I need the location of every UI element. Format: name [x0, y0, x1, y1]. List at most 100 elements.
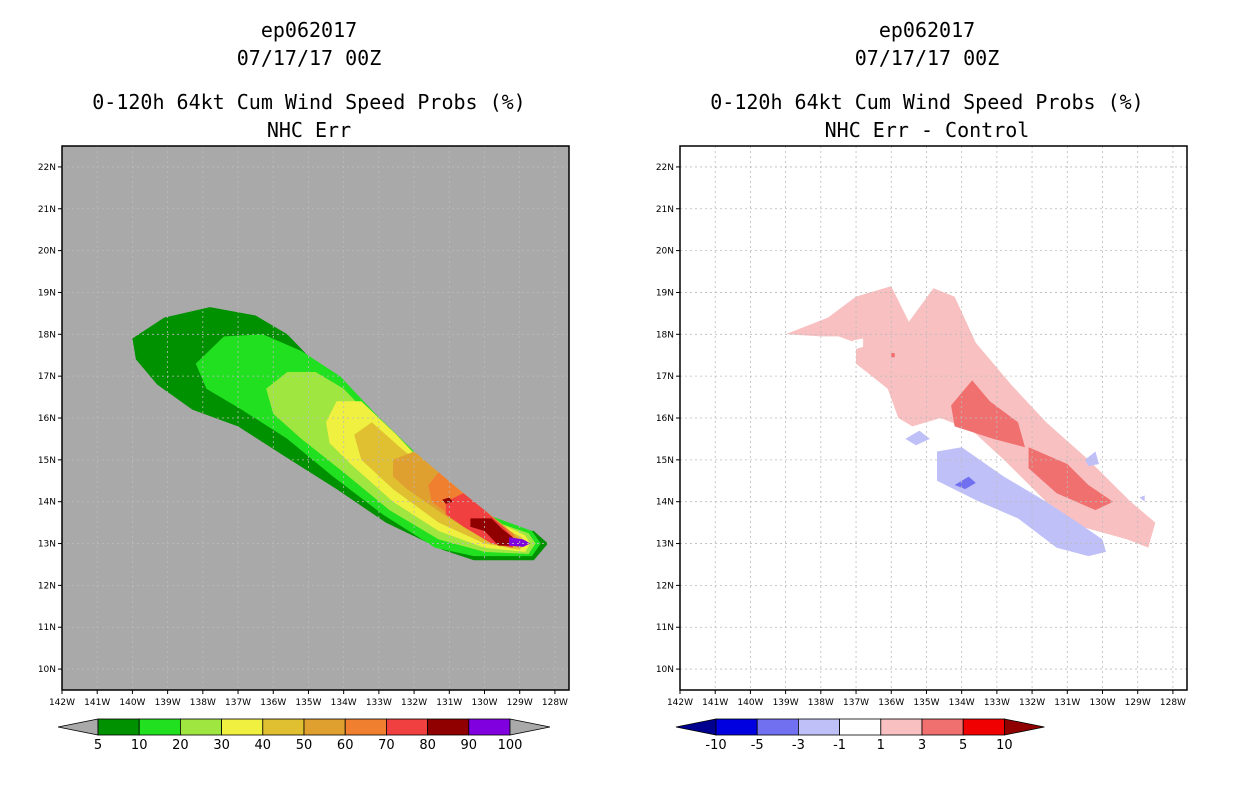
- x-tick-label: 140W: [119, 698, 145, 708]
- colorbar-label: 5: [94, 738, 102, 753]
- colorbar-label: 10: [996, 738, 1013, 753]
- x-tick-label: 140W: [737, 698, 763, 708]
- colorbar-swatch: [97, 718, 140, 736]
- contour-level--1: [905, 430, 930, 446]
- x-tick-label: 137W: [843, 698, 869, 708]
- y-tick-label: 21N: [38, 205, 56, 215]
- colorbar-right-arrow: [509, 718, 551, 736]
- colorbar-label: -3: [792, 738, 805, 753]
- y-tick-label: 14N: [656, 498, 674, 508]
- x-tick-label: 132W: [1019, 698, 1045, 708]
- colorbar-label: -1: [833, 738, 846, 753]
- colorbar-label: 5: [959, 738, 967, 753]
- difference-map: 142W 141W 140W 139W 138W 137W 136W 135W 134W 133W…: [656, 145, 1188, 753]
- x-tick-label: 136W: [878, 698, 904, 708]
- contour-level-1: [852, 338, 864, 349]
- colorbar-label: 50: [296, 738, 313, 753]
- x-tick-label: 137W: [225, 698, 251, 708]
- y-tick-label: 17N: [38, 372, 56, 382]
- colorbar-swatch: [797, 718, 840, 736]
- x-tick-label: 133W: [984, 698, 1010, 708]
- y-tick-label: 22N: [38, 163, 56, 173]
- wind-prob-map: 142W 141W 140W 139W 138W 137W 136W 135W 134W 133W…: [38, 145, 570, 753]
- colorbar-swatch: [179, 718, 222, 736]
- colorbar-label: 100: [498, 738, 523, 753]
- colorbar-label: 3: [918, 738, 926, 753]
- contour-level--1: [1084, 451, 1099, 467]
- colorbar-label: 20: [172, 738, 189, 753]
- x-tick-label: 142W: [49, 698, 75, 708]
- datetime-title: 07/17/17 00Z: [236, 46, 382, 70]
- colorbar-left-arrow: [675, 718, 717, 736]
- subtitle: NHC Err - Control: [824, 118, 1030, 142]
- y-tick-label: 11N: [656, 623, 674, 633]
- y-tick-label: 22N: [656, 163, 674, 173]
- y-tick-label: 18N: [38, 330, 56, 340]
- colorbar-left-arrow: [57, 718, 99, 736]
- y-tick-label: 16N: [656, 414, 674, 424]
- y-tick-label: 13N: [656, 540, 674, 550]
- x-tick-label: 130W: [471, 698, 497, 708]
- subtitle: NHC Err: [266, 118, 352, 142]
- y-tick-label: 19N: [656, 288, 674, 298]
- x-tick-label: 139W: [155, 698, 181, 708]
- product-title: 0-120h 64kt Cum Wind Speed Probs (%): [710, 90, 1144, 114]
- y-tick-label: 19N: [38, 288, 56, 298]
- colorbar-label: 70: [378, 738, 395, 753]
- colorbar-label: -5: [751, 738, 764, 753]
- datetime-title: 07/17/17 00Z: [854, 46, 1000, 70]
- y-tick-label: 21N: [656, 205, 674, 215]
- colorbar-swatch: [715, 718, 758, 736]
- colorbar-swatch: [921, 718, 964, 736]
- x-tick-label: 135W: [913, 698, 939, 708]
- x-tick-label: 134W: [949, 698, 975, 708]
- colorbar-label: 1: [877, 738, 885, 753]
- y-tick-label: 15N: [656, 456, 674, 466]
- x-tick-label: 130W: [1089, 698, 1115, 708]
- colorbar-swatch: [344, 718, 387, 736]
- x-tick-label: 134W: [331, 698, 357, 708]
- y-tick-label: 10N: [656, 665, 674, 675]
- x-tick-label: 129W: [507, 698, 533, 708]
- contour-level-3: [891, 353, 895, 358]
- y-tick-label: 11N: [38, 623, 56, 633]
- colorbar-label: 80: [419, 738, 436, 753]
- y-tick-label: 16N: [38, 414, 56, 424]
- x-tick-label: 129W: [1125, 698, 1151, 708]
- colorbar-swatch: [962, 718, 1005, 736]
- y-tick-label: 12N: [656, 581, 674, 591]
- x-tick-label: 138W: [808, 698, 834, 708]
- contour-level--3: [954, 476, 976, 490]
- contour-level-3: [1028, 447, 1114, 511]
- plot-frame: [679, 145, 1188, 691]
- storm-id-title: ep062017: [260, 18, 358, 42]
- colorbar-swatch: [221, 718, 264, 736]
- colorbar-label: 60: [337, 738, 354, 753]
- y-tick-label: 14N: [38, 498, 56, 508]
- x-tick-label: 133W: [366, 698, 392, 708]
- colorbar-swatch: [468, 718, 511, 736]
- y-tick-label: 18N: [656, 330, 674, 340]
- colorbar-swatch: [385, 718, 428, 736]
- contour-level-80: [442, 497, 453, 504]
- y-tick-label: 20N: [656, 247, 674, 257]
- x-tick-label: 131W: [1054, 698, 1080, 708]
- x-tick-label: 141W: [702, 698, 728, 708]
- colorbar-swatch: [427, 718, 470, 736]
- y-tick-label: 20N: [38, 247, 56, 257]
- contour-level--1: [1139, 495, 1145, 502]
- x-tick-label: 138W: [190, 698, 216, 708]
- x-tick-label: 135W: [295, 698, 321, 708]
- y-tick-label: 12N: [38, 581, 56, 591]
- colorbar-swatch: [839, 718, 882, 736]
- y-tick-label: 10N: [38, 665, 56, 675]
- colorbar-label: 10: [131, 738, 148, 753]
- colorbar-swatch: [880, 718, 923, 736]
- colorbar-swatch: [303, 718, 346, 736]
- left-chart-panel: ep062017 07/17/17 00Z 0-120h 64kt Cum Wi…: [38, 18, 570, 753]
- x-tick-label: 128W: [542, 698, 568, 708]
- colorbar-label: 40: [255, 738, 272, 753]
- colorbar-swatch: [262, 718, 305, 736]
- y-tick-label: 13N: [38, 540, 56, 550]
- x-tick-label: 132W: [401, 698, 427, 708]
